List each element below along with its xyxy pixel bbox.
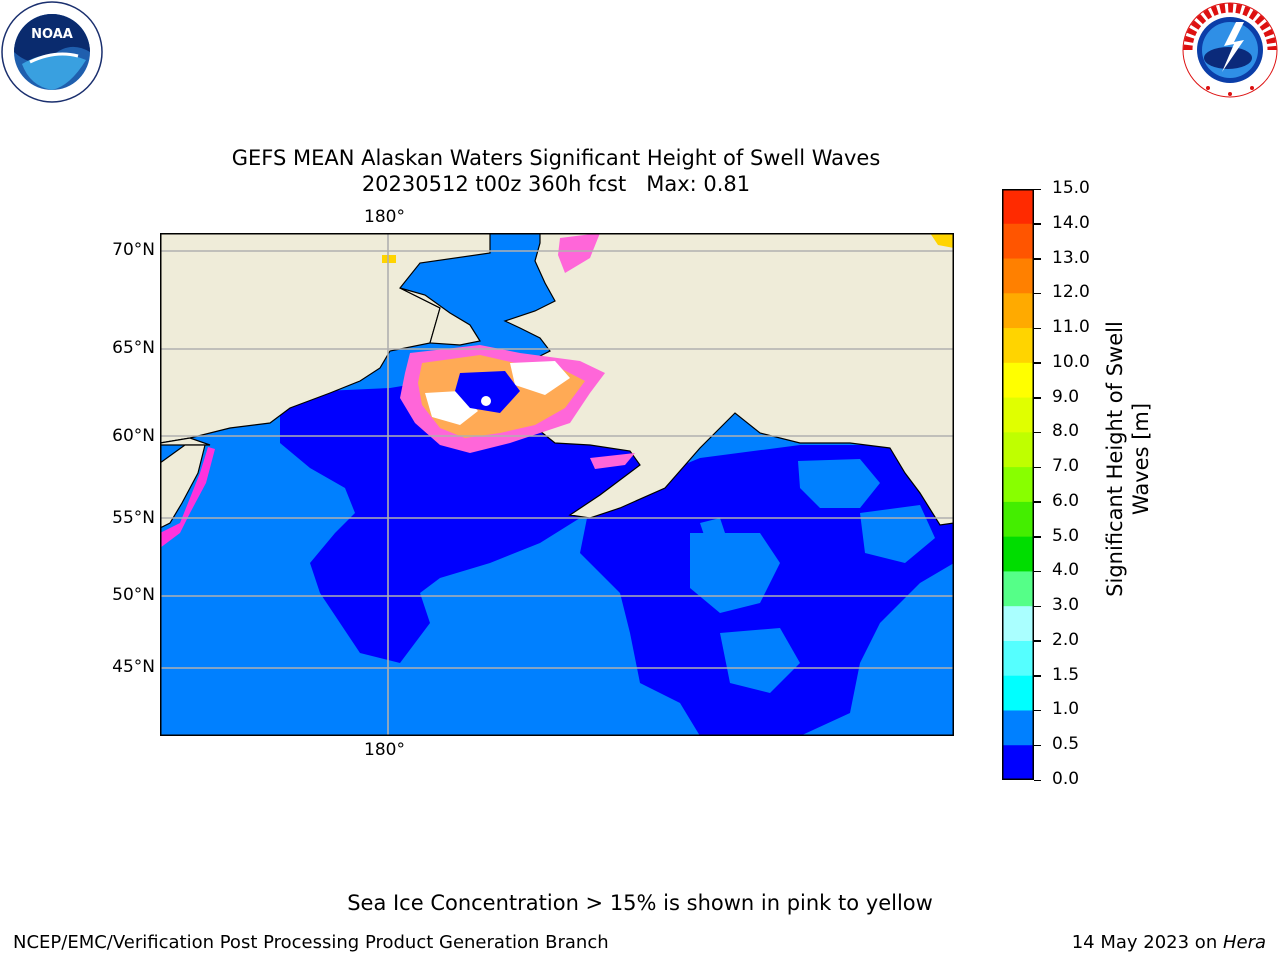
colorbar-band xyxy=(1002,536,1034,572)
swell-height-map xyxy=(160,233,954,736)
low-swell-patch-east xyxy=(860,505,935,563)
land-alaska xyxy=(503,233,954,526)
chart-title-line2: 20230512 t00z 360h fcst Max: 0.81 xyxy=(361,172,751,196)
low-swell-region-bering xyxy=(280,383,650,663)
colorbar-tick-mark xyxy=(1034,431,1041,434)
lon-label-bottom: 180° xyxy=(364,740,405,760)
lat-label-60: 60°N xyxy=(112,426,155,446)
sea-ice-note: Sea Ice Concentration > 15% is shown in … xyxy=(347,891,933,915)
lon-label-top: 180° xyxy=(364,207,405,227)
colorbar-tick-mark xyxy=(1034,466,1041,469)
colorbar-label: Significant Height of Swell Waves [m] xyxy=(1102,279,1154,639)
colorbar-band xyxy=(1002,362,1034,399)
low-swell-patch-south xyxy=(720,628,800,693)
noaa-logo: NOAA xyxy=(0,0,106,106)
colorbar-tick-mark xyxy=(1034,675,1041,677)
colorbar-tick-label: 0.0 xyxy=(1052,769,1080,789)
land-kamchatka xyxy=(160,444,206,529)
lat-label-55: 55°N xyxy=(112,508,155,528)
colorbar-tick-mark xyxy=(1034,605,1041,608)
nws-logo xyxy=(1178,0,1280,100)
colorbar-tick-label: 5.0 xyxy=(1052,525,1080,546)
lat-label-65: 65°N xyxy=(112,338,155,358)
colorbar-label-line2: Waves [m] xyxy=(1129,402,1153,516)
low-swell-patch-center xyxy=(690,533,780,613)
colorbar-band xyxy=(1002,467,1034,503)
map-frame xyxy=(160,233,954,736)
colorbar-tick-mark xyxy=(1034,779,1041,781)
graticule xyxy=(160,233,954,736)
colorbar-tick-mark xyxy=(1034,709,1041,712)
colorbar-tick-label: 9.0 xyxy=(1052,386,1080,407)
colorbar-band xyxy=(1002,606,1034,642)
colorbar-tick-label: 14.0 xyxy=(1052,212,1090,233)
chart-title-line1: GEFS MEAN Alaskan Waters Significant Hei… xyxy=(231,146,881,170)
colorbar-tick-label: 0.5 xyxy=(1052,734,1080,755)
colorbar-tick-mark xyxy=(1034,744,1041,747)
colorbar-tick-mark xyxy=(1034,258,1041,260)
colorbar xyxy=(1002,189,1034,781)
low-swell-patch-west xyxy=(700,518,725,538)
land-siberia xyxy=(160,233,491,444)
sea-ice-white-2 xyxy=(510,361,570,395)
colorbar-tick-mark xyxy=(1034,362,1041,364)
colorbar-tick-mark xyxy=(1034,188,1041,190)
sea-ice-north xyxy=(558,233,600,273)
colorbar-tick-label: 7.0 xyxy=(1052,456,1080,477)
colorbar-band xyxy=(1002,675,1034,711)
lat-label-45: 45°N xyxy=(112,657,155,677)
sea-ice-kamchatka xyxy=(160,447,215,548)
colorbar-tick-label: 4.0 xyxy=(1052,560,1080,581)
colorbar-tick-label: 6.0 xyxy=(1052,490,1080,511)
colorbar-frame xyxy=(1002,189,1034,780)
sea-ice-bristol xyxy=(590,453,635,469)
low-swell-patch-north xyxy=(798,459,880,508)
map-panel xyxy=(160,233,954,736)
lat-label-70: 70°N xyxy=(112,240,155,260)
colorbar-band xyxy=(1002,745,1034,781)
colorbar-band xyxy=(1002,640,1034,677)
colorbar-band xyxy=(1002,710,1034,746)
colorbar-tick-mark xyxy=(1034,536,1041,538)
colorbar-tick-mark xyxy=(1034,501,1041,503)
colorbar-tick-mark xyxy=(1034,397,1041,399)
sea-ice-ne xyxy=(930,233,954,248)
colorbar-tick-mark xyxy=(1034,292,1041,295)
land-siberia-west xyxy=(160,437,211,446)
footer-host: Hera xyxy=(1222,932,1266,953)
svg-text:NOAA: NOAA xyxy=(31,27,73,42)
colorbar-tick-label: 12.0 xyxy=(1052,282,1090,303)
colorbar-band xyxy=(1002,258,1034,294)
colorbar-tick-label: 10.0 xyxy=(1052,351,1090,372)
colorbar-tick-label: 2.0 xyxy=(1052,629,1080,650)
colorbar-band xyxy=(1002,223,1034,260)
colorbar-tick-mark xyxy=(1034,223,1041,225)
colorbar-tick-label: 15.0 xyxy=(1052,178,1090,198)
colorbar-tick-mark xyxy=(1034,327,1041,330)
footer-date: 14 May 2023 on xyxy=(1071,932,1223,953)
colorbar-tick-label: 1.5 xyxy=(1052,664,1080,685)
colorbar-tick-label: 3.0 xyxy=(1052,595,1080,616)
colorbar-tick-label: 1.0 xyxy=(1052,699,1080,720)
footer-right: 14 May 2023 on Hera xyxy=(1072,932,1266,953)
colorbar-band xyxy=(1002,189,1034,225)
ice-free-dot xyxy=(481,396,491,406)
colorbar-band xyxy=(1002,328,1034,364)
colorbar-tick-label: 11.0 xyxy=(1052,317,1090,338)
lat-label-50: 50°N xyxy=(112,585,155,605)
colorbar-band xyxy=(1002,432,1034,468)
land-chukotka xyxy=(399,287,481,346)
colorbar-label-line1: Significant Height of Swell xyxy=(1103,321,1127,597)
colorbar-band xyxy=(1002,571,1034,607)
colorbar-tick-mark xyxy=(1034,640,1041,642)
colorbar-band xyxy=(1002,397,1034,433)
colorbar-band xyxy=(1002,501,1034,538)
colorbar-tick-mark xyxy=(1034,570,1041,573)
sea-ice-nw xyxy=(382,255,396,263)
colorbar-band xyxy=(1002,293,1034,329)
footer-left: NCEP/EMC/Verification Post Processing Pr… xyxy=(13,932,609,953)
colorbar-tick-label: 13.0 xyxy=(1052,247,1090,268)
colorbar-tick-label: 8.0 xyxy=(1052,421,1080,442)
ice-free-hole xyxy=(455,371,520,413)
